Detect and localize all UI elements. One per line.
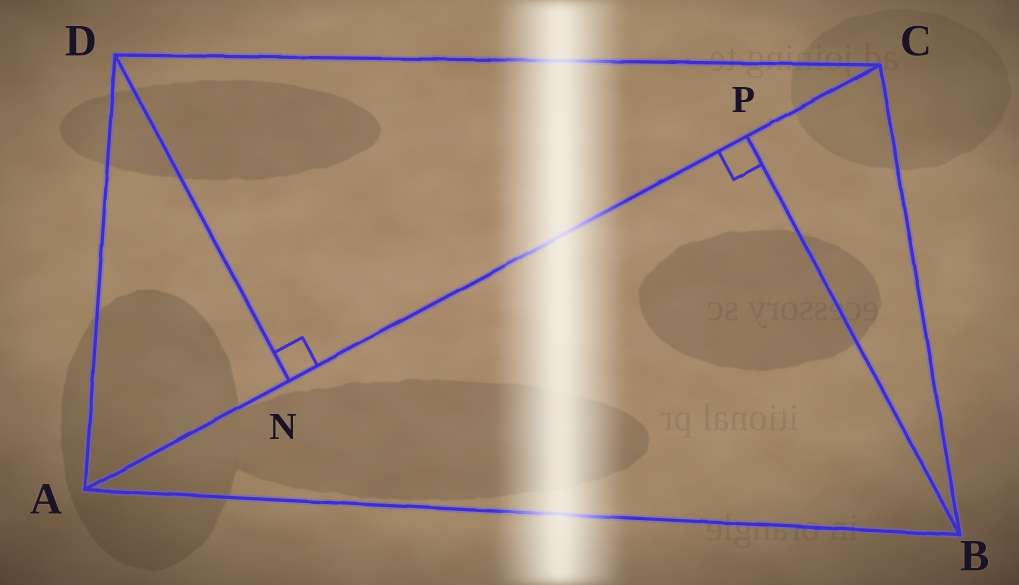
label-n: N	[269, 405, 296, 449]
label-d: D	[65, 15, 97, 66]
label-a: A	[30, 473, 62, 524]
geometry-figure	[0, 0, 1019, 585]
perpendicular-dn	[115, 55, 289, 381]
diagonal-ac	[85, 65, 880, 490]
label-b: B	[960, 530, 989, 581]
label-c: C	[900, 15, 932, 66]
label-p: P	[732, 78, 755, 122]
